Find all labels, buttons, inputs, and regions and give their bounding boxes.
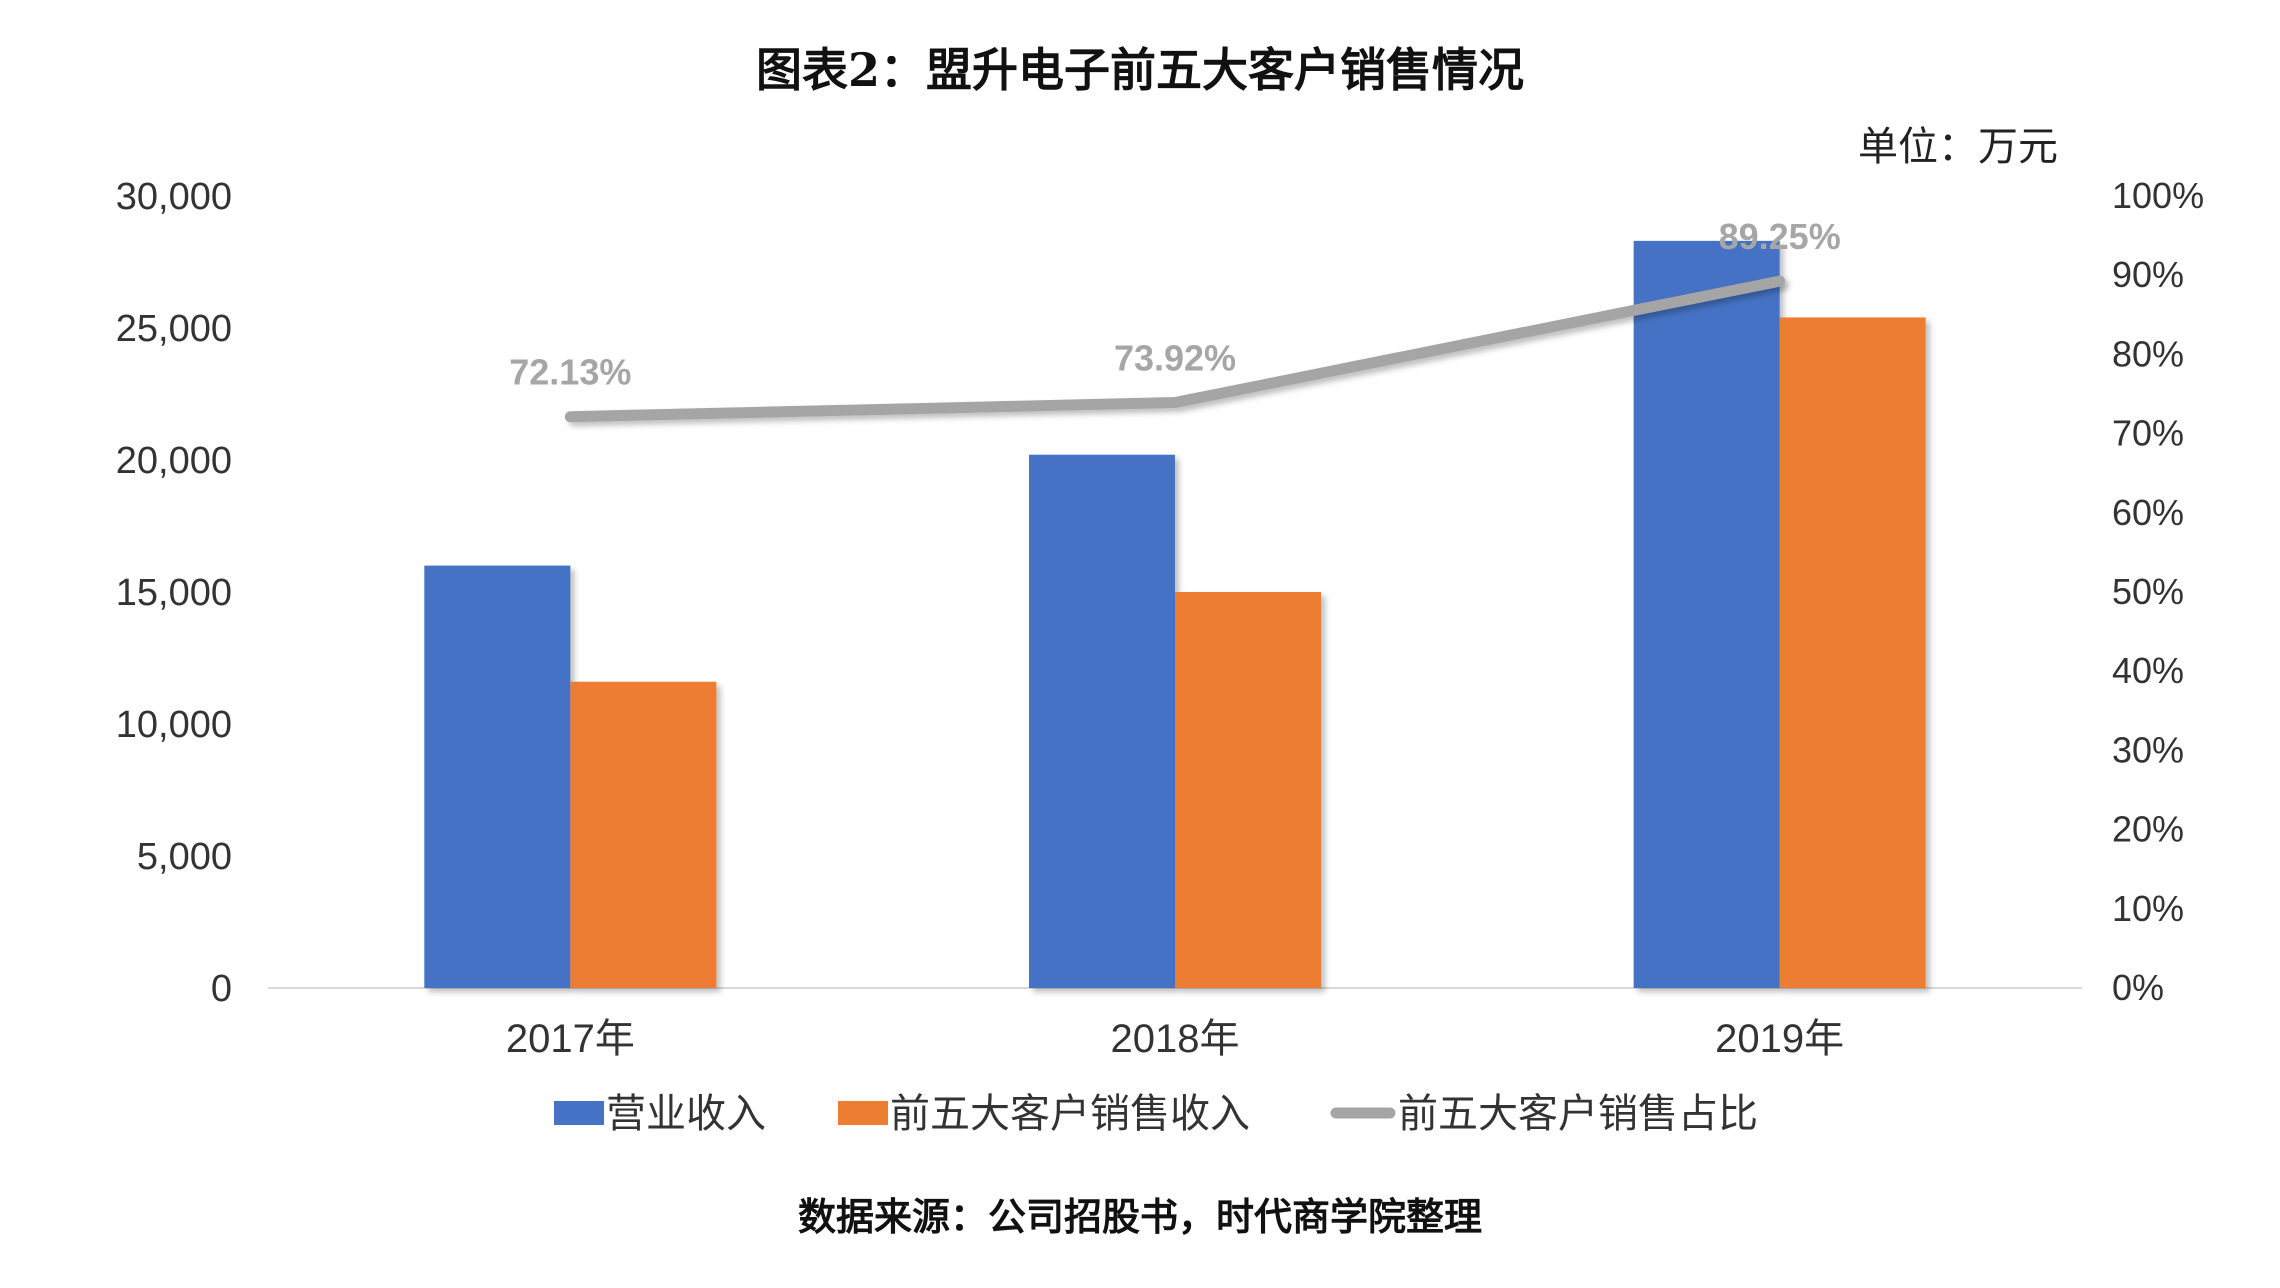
y-tick-label: 15,000 bbox=[116, 572, 232, 614]
y2-tick-label: 50% bbox=[2112, 571, 2184, 612]
y-tick-label: 25,000 bbox=[116, 308, 232, 350]
y-tick-label: 0 bbox=[211, 968, 232, 1010]
bar-revenue bbox=[1029, 454, 1175, 989]
x-axis: 2017年 2018年 2019年 bbox=[506, 1017, 1844, 1061]
y2-tick-label: 30% bbox=[2112, 729, 2184, 770]
y-axis-right: 0% 10% 20% 30% 40% 50% 60% 70% 80% 90% 100% bbox=[2112, 175, 2204, 1008]
unit-note: 单位：万元 bbox=[1858, 125, 2058, 169]
x-tick-label: 2018年 bbox=[1111, 1017, 1240, 1061]
legend-swatch bbox=[554, 1101, 604, 1125]
data-label: 72.13% bbox=[509, 352, 631, 393]
y2-tick-label: 20% bbox=[2112, 809, 2184, 850]
bar-revenue bbox=[424, 565, 571, 988]
bar-series-group bbox=[424, 240, 1926, 989]
legend-label: 营业收入 bbox=[606, 1092, 766, 1136]
y-tick-label: 5,000 bbox=[137, 836, 232, 878]
legend-label: 前五大客户销售占比 bbox=[1398, 1092, 1758, 1136]
bar-revenue bbox=[1633, 240, 1780, 988]
y2-tick-label: 60% bbox=[2112, 492, 2184, 533]
line-series-top5-share bbox=[564, 275, 1786, 423]
y2-tick-label: 70% bbox=[2112, 413, 2184, 454]
legend-label: 前五大客户销售收入 bbox=[890, 1092, 1250, 1136]
y2-tick-label: 10% bbox=[2112, 888, 2184, 929]
data-label: 89.25% bbox=[1719, 216, 1841, 257]
y2-tick-label: 40% bbox=[2112, 650, 2184, 691]
source-note: 数据来源：公司招股书，时代商学院整理 bbox=[798, 1194, 1482, 1239]
y2-tick-label: 0% bbox=[2112, 967, 2164, 1008]
bar-top5-revenue bbox=[570, 681, 717, 988]
y-tick-label: 30,000 bbox=[116, 176, 232, 218]
line-series-group: 72.13% 73.92% 89.25% bbox=[509, 216, 1841, 423]
y2-tick-label: 80% bbox=[2112, 333, 2184, 374]
legend-swatch bbox=[838, 1101, 888, 1125]
bar-top5-revenue bbox=[1175, 592, 1321, 988]
y-tick-label: 10,000 bbox=[116, 704, 232, 746]
data-label: 73.92% bbox=[1114, 338, 1236, 379]
bar-top5-revenue bbox=[1779, 317, 1926, 988]
y2-tick-label: 90% bbox=[2112, 254, 2184, 295]
legend: 营业收入 前五大客户销售收入 前五大客户销售占比 bbox=[554, 1092, 1758, 1136]
y2-tick-label: 100% bbox=[2112, 175, 2204, 216]
y-axis-left: 0 5,000 10,000 15,000 20,000 25,000 30,000 bbox=[116, 176, 232, 1010]
chart-title: 图表2：盟升电子前五大客户销售情况 bbox=[756, 43, 1524, 97]
x-tick-label: 2017年 bbox=[506, 1017, 635, 1061]
y-tick-label: 20,000 bbox=[116, 440, 232, 482]
x-tick-label: 2019年 bbox=[1715, 1017, 1844, 1061]
